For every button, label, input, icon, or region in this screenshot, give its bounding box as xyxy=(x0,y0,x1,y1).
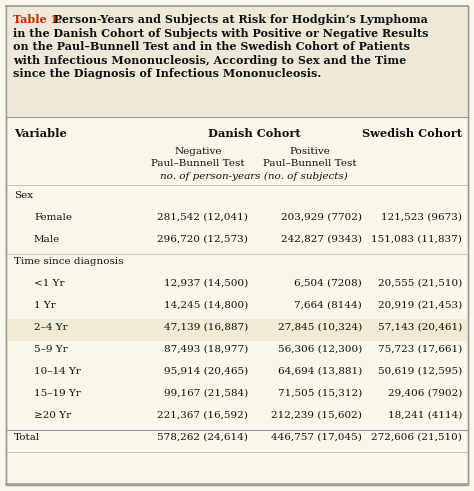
Text: 20,919 (21,453): 20,919 (21,453) xyxy=(378,301,462,310)
Text: in the Danish Cohort of Subjects with Positive or Negative Results: in the Danish Cohort of Subjects with Po… xyxy=(13,27,428,38)
Text: 20,555 (21,510): 20,555 (21,510) xyxy=(378,279,462,288)
Text: Swedish Cohort: Swedish Cohort xyxy=(362,128,462,139)
Text: no. of person-years (no. of subjects): no. of person-years (no. of subjects) xyxy=(160,172,348,181)
Text: Variable: Variable xyxy=(14,128,67,139)
Text: Paul–Bunnell Test: Paul–Bunnell Test xyxy=(263,159,357,168)
Text: 7,664 (8144): 7,664 (8144) xyxy=(294,301,362,310)
Text: 121,523 (9673): 121,523 (9673) xyxy=(381,213,462,222)
Text: Danish Cohort: Danish Cohort xyxy=(208,128,301,139)
Text: 2–4 Yr: 2–4 Yr xyxy=(34,323,68,332)
Text: 10–14 Yr: 10–14 Yr xyxy=(34,367,81,376)
Text: 15–19 Yr: 15–19 Yr xyxy=(34,389,81,398)
Text: 203,929 (7702): 203,929 (7702) xyxy=(281,213,362,222)
Text: 47,139 (16,887): 47,139 (16,887) xyxy=(164,323,248,332)
Text: 75,723 (17,661): 75,723 (17,661) xyxy=(378,345,462,354)
Text: 6,504 (7208): 6,504 (7208) xyxy=(294,279,362,288)
Text: 221,367 (16,592): 221,367 (16,592) xyxy=(157,411,248,420)
Text: 1 Yr: 1 Yr xyxy=(34,301,56,310)
Text: 281,542 (12,041): 281,542 (12,041) xyxy=(157,213,248,222)
Text: Male: Male xyxy=(34,235,60,244)
Text: with Infectious Mononucleosis, According to Sex and the Time: with Infectious Mononucleosis, According… xyxy=(13,55,406,65)
Text: 57,143 (20,461): 57,143 (20,461) xyxy=(378,323,462,332)
Text: 95,914 (20,465): 95,914 (20,465) xyxy=(164,367,248,376)
Text: 578,262 (24,614): 578,262 (24,614) xyxy=(157,433,248,442)
Text: 14,245 (14,800): 14,245 (14,800) xyxy=(164,301,248,310)
Text: 29,406 (7902): 29,406 (7902) xyxy=(388,389,462,398)
Text: 12,937 (14,500): 12,937 (14,500) xyxy=(164,279,248,288)
Text: ≥20 Yr: ≥20 Yr xyxy=(34,411,71,420)
Text: 151,083 (11,837): 151,083 (11,837) xyxy=(371,235,462,244)
Text: Sex: Sex xyxy=(14,191,33,200)
Text: 56,306 (12,300): 56,306 (12,300) xyxy=(278,345,362,354)
Text: 18,241 (4114): 18,241 (4114) xyxy=(388,411,462,420)
Text: on the Paul–Bunnell Test and in the Swedish Cohort of Patients: on the Paul–Bunnell Test and in the Swed… xyxy=(13,41,410,52)
Bar xyxy=(7,319,467,341)
Text: 446,757 (17,045): 446,757 (17,045) xyxy=(271,433,362,442)
Text: Positive: Positive xyxy=(290,147,330,156)
Bar xyxy=(6,6,468,117)
Text: 64,694 (13,881): 64,694 (13,881) xyxy=(278,367,362,376)
Text: Female: Female xyxy=(34,213,72,222)
Text: Time since diagnosis: Time since diagnosis xyxy=(14,257,124,266)
Text: Person-Years and Subjects at Risk for Hodgkin’s Lymphoma: Person-Years and Subjects at Risk for Ho… xyxy=(50,14,428,25)
Text: 71,505 (15,312): 71,505 (15,312) xyxy=(278,389,362,398)
Text: 87,493 (18,977): 87,493 (18,977) xyxy=(164,345,248,354)
Text: 5–9 Yr: 5–9 Yr xyxy=(34,345,68,354)
Text: 27,845 (10,324): 27,845 (10,324) xyxy=(278,323,362,332)
Text: Table 1.: Table 1. xyxy=(13,14,62,25)
Text: 242,827 (9343): 242,827 (9343) xyxy=(281,235,362,244)
Text: since the Diagnosis of Infectious Mononucleosis.: since the Diagnosis of Infectious Mononu… xyxy=(13,68,321,79)
Text: 50,619 (12,595): 50,619 (12,595) xyxy=(378,367,462,376)
Text: <1 Yr: <1 Yr xyxy=(34,279,64,288)
Text: 272,606 (21,510): 272,606 (21,510) xyxy=(371,433,462,442)
Text: Negative: Negative xyxy=(174,147,222,156)
Text: 296,720 (12,573): 296,720 (12,573) xyxy=(157,235,248,244)
Text: Paul–Bunnell Test: Paul–Bunnell Test xyxy=(151,159,245,168)
Text: 99,167 (21,584): 99,167 (21,584) xyxy=(164,389,248,398)
Text: Total: Total xyxy=(14,433,40,442)
Text: 212,239 (15,602): 212,239 (15,602) xyxy=(271,411,362,420)
